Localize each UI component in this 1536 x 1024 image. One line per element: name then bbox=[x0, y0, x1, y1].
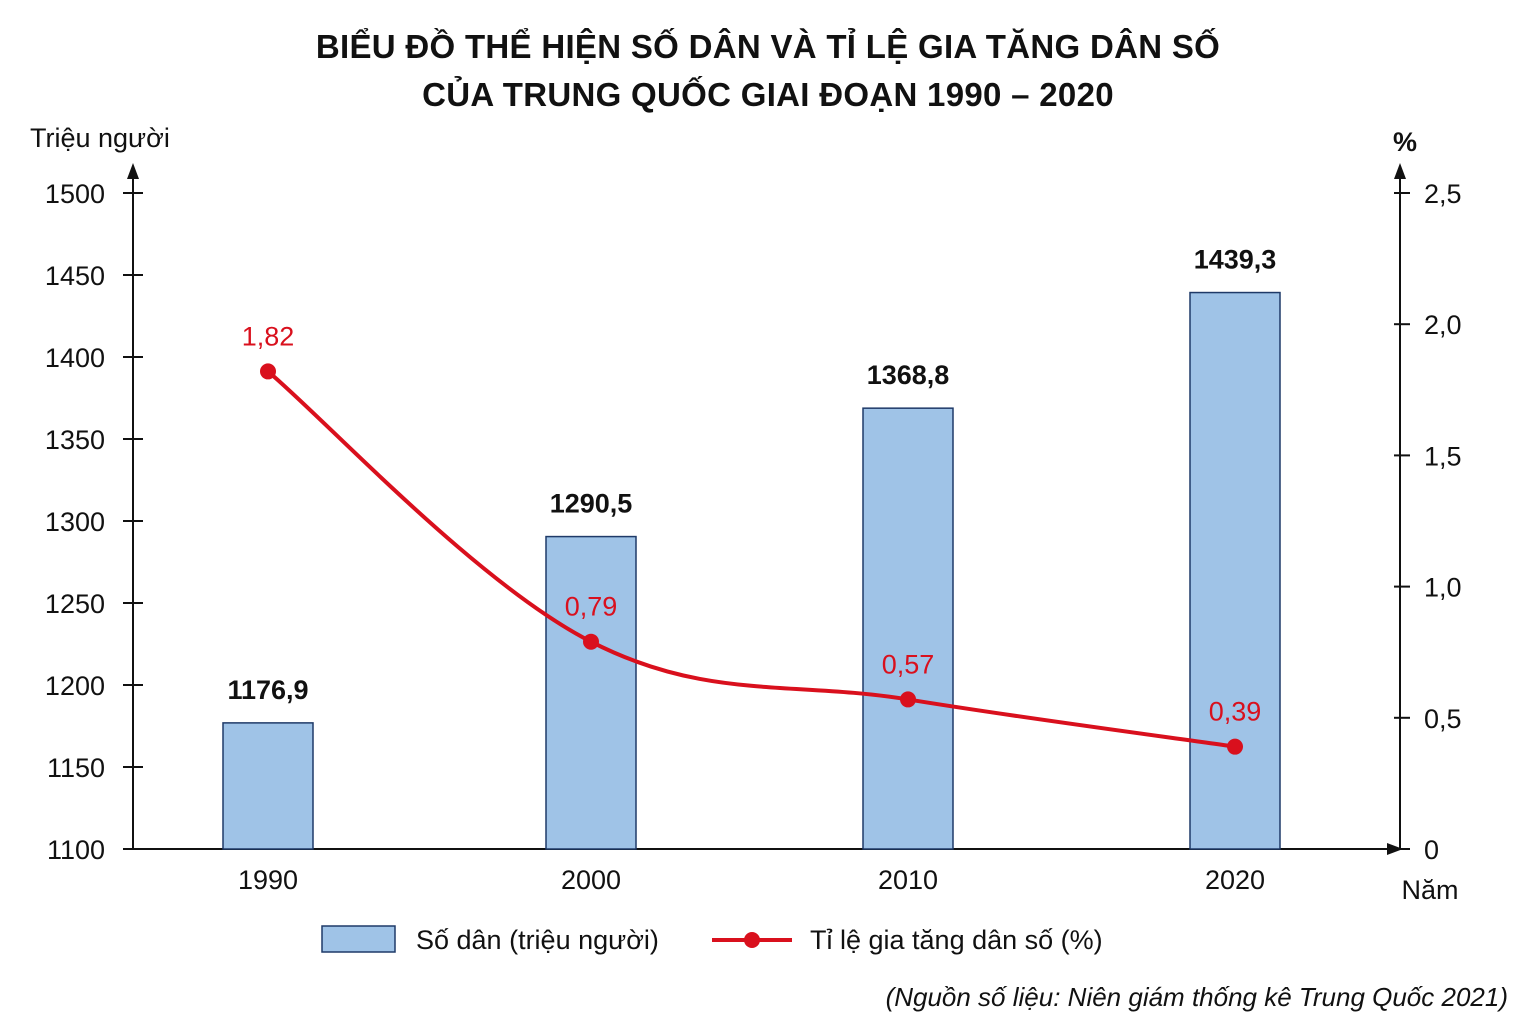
bar bbox=[545, 535, 637, 850]
bar bbox=[1189, 291, 1281, 850]
bar-value-label: 1439,3 bbox=[1194, 245, 1277, 275]
left-tick-label: 1450 bbox=[45, 261, 105, 291]
right-tick-label: 0 bbox=[1424, 835, 1439, 865]
bar-series bbox=[222, 291, 1281, 850]
line-point bbox=[260, 363, 276, 380]
right-axis-arrow bbox=[1394, 163, 1406, 179]
legend-bar-label: Số dân (triệu người) bbox=[416, 925, 659, 955]
left-tick-label: 1100 bbox=[47, 835, 105, 865]
line-point bbox=[583, 633, 599, 650]
left-tick-label: 1150 bbox=[47, 753, 105, 783]
x-axis-title: Năm bbox=[1401, 875, 1458, 905]
legend-line-label: Tỉ lệ gia tăng dân số (%) bbox=[810, 925, 1103, 955]
left-axis-arrow bbox=[127, 163, 139, 179]
bar-value-label: 1290,5 bbox=[550, 489, 633, 519]
line-series bbox=[260, 363, 1243, 755]
x-tick-label: 2000 bbox=[561, 865, 621, 895]
chart-title-line-2: CỦA TRUNG QUỐC GIAI ĐOẠN 1990 – 2020 bbox=[422, 76, 1114, 113]
left-axis-title: Triệu người bbox=[30, 123, 170, 153]
x-tick-label: 2010 bbox=[878, 865, 938, 895]
source-note: (Nguồn số liệu: Niên giám thống kê Trung… bbox=[885, 982, 1508, 1012]
left-tick-label: 1500 bbox=[45, 179, 105, 209]
left-tick-label: 1250 bbox=[45, 589, 105, 619]
legend: Số dân (triệu người) Tỉ lệ gia tăng dân s… bbox=[321, 925, 1103, 955]
x-tick-label: 2020 bbox=[1205, 865, 1265, 895]
right-tick-label: 0,5 bbox=[1424, 704, 1462, 734]
left-tick-label: 1200 bbox=[45, 671, 105, 701]
bar bbox=[222, 722, 314, 850]
line-value-label: 0,39 bbox=[1209, 697, 1262, 727]
chart-title-line-1: BIỂU ĐỒ THỂ HIỆN SỐ DÂN VÀ TỈ LỆ GIA TĂN… bbox=[315, 28, 1221, 65]
axes: 1100 1150 1200 1250 1300 1350 1400 1450 1500 0 0,5… bbox=[30, 123, 1462, 905]
growth-rate-line bbox=[266, 369, 1236, 749]
line-value-label: 0,57 bbox=[882, 649, 935, 679]
right-tick-label: 2,0 bbox=[1424, 310, 1462, 340]
bar-value-label: 1176,9 bbox=[227, 675, 308, 705]
right-axis-title: % bbox=[1393, 127, 1417, 157]
left-tick-label: 1350 bbox=[45, 425, 105, 455]
bar-value-label: 1368,8 bbox=[867, 360, 950, 390]
bar bbox=[862, 407, 954, 850]
left-tick-label: 1400 bbox=[45, 343, 105, 373]
line-value-label: 1,82 bbox=[242, 321, 295, 351]
right-tick-label: 1,5 bbox=[1424, 441, 1462, 471]
line-value-label: 0,79 bbox=[565, 592, 618, 622]
right-tick-label: 2,5 bbox=[1424, 179, 1462, 209]
legend-line-marker bbox=[744, 932, 760, 948]
x-tick-label: 1990 bbox=[238, 865, 298, 895]
right-tick-label: 1,0 bbox=[1424, 573, 1462, 603]
legend-bar-swatch bbox=[321, 925, 396, 953]
data-labels: 1176,9 1290,5 1368,8 1439,3 1,82 0,79 0,57 0,39 bbox=[227, 245, 1276, 727]
left-tick-label: 1300 bbox=[45, 507, 105, 537]
line-point bbox=[1227, 738, 1243, 755]
line-point bbox=[900, 691, 916, 708]
